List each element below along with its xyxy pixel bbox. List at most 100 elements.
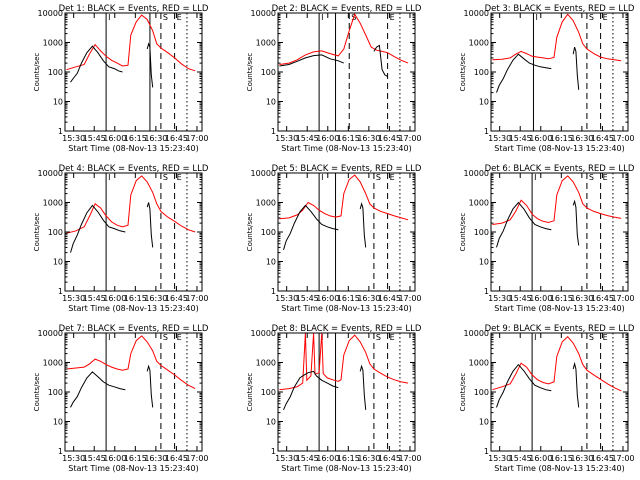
y-tick-label: 10000	[251, 329, 276, 338]
y-tick-label: 100	[48, 228, 63, 237]
x-axis-label: Start Time (08-Nov-13 15:23:40)	[68, 144, 198, 153]
x-tick-label: 16:00	[529, 134, 552, 143]
x-tick-label: 15:45	[296, 134, 319, 143]
time-marker-label: S	[163, 13, 168, 22]
y-tick-label: 10000	[38, 169, 63, 178]
y-axis-label: Counts/sec	[459, 373, 467, 412]
x-tick-label: 15:45	[296, 454, 319, 463]
time-marker-label: E	[177, 173, 182, 182]
x-tick-label: 16:30	[570, 134, 593, 143]
events-series-line	[146, 202, 154, 248]
x-tick-label: 15:30	[488, 294, 511, 303]
x-tick-label: 16:15	[550, 294, 573, 303]
y-tick-label: 100	[48, 68, 63, 77]
x-tick-label: 15:30	[62, 294, 85, 303]
y-tick-label: 1000	[256, 359, 276, 368]
lld-series-line	[492, 335, 622, 392]
time-marker-label: S	[163, 173, 168, 182]
y-tick-label: 1	[484, 127, 489, 136]
y-tick-label: 10000	[464, 9, 489, 18]
y-tick-label: 1	[58, 447, 63, 456]
x-tick-label: 17:00	[185, 454, 208, 463]
x-tick-label: 16:00	[316, 294, 339, 303]
y-tick-label: 1	[271, 287, 276, 296]
lld-series-line	[492, 13, 622, 62]
y-tick-label: 10000	[464, 329, 489, 338]
y-tick-label: 10	[53, 418, 63, 427]
y-axis-label: Counts/sec	[33, 213, 41, 252]
x-tick-label: 16:45	[378, 454, 401, 463]
y-tick-label: 10000	[38, 329, 63, 338]
time-marker-label: E	[603, 13, 608, 22]
x-tick-label: 15:30	[62, 454, 85, 463]
y-axis-label: Counts/sec	[33, 373, 41, 412]
panel-title: Det 7: BLACK = Events, RED = LLD	[59, 324, 209, 334]
events-series-line	[359, 202, 367, 248]
y-tick-label: 100	[261, 388, 276, 397]
x-tick-label: 16:30	[144, 454, 167, 463]
time-marker-label: I	[534, 333, 536, 342]
events-series-line	[70, 204, 126, 253]
x-axis-label: Start Time (08-Nov-13 15:23:40)	[494, 464, 624, 473]
x-tick-label: 15:30	[62, 134, 85, 143]
x-tick-label: 16:30	[144, 134, 167, 143]
time-marker-label: I	[108, 173, 110, 182]
events-series-line	[283, 370, 339, 411]
y-tick-label: 100	[261, 68, 276, 77]
y-tick-label: 1000	[43, 39, 63, 48]
y-tick-label: 1	[484, 287, 489, 296]
x-tick-label: 16:00	[316, 134, 339, 143]
y-tick-label: 100	[474, 388, 489, 397]
x-tick-label: 16:00	[529, 454, 552, 463]
x-tick-label: 17:00	[185, 294, 208, 303]
events-series-line	[279, 54, 344, 67]
time-marker-label: I	[321, 13, 323, 22]
y-tick-label: 10000	[38, 9, 63, 18]
lld-series-line	[279, 333, 409, 391]
x-axis-label: Start Time (08-Nov-13 15:23:40)	[68, 464, 198, 473]
time-marker-label: I	[535, 13, 537, 22]
y-tick-label: 10	[266, 418, 276, 427]
time-marker-label: S	[589, 333, 594, 342]
time-marker-label: I	[108, 333, 110, 342]
panel-title: Det 6: BLACK = Events, RED = LLD	[485, 164, 635, 174]
x-tick-label: 16:45	[591, 294, 614, 303]
x-tick-label: 16:00	[316, 454, 339, 463]
x-axis-label: Start Time (08-Nov-13 15:23:40)	[494, 144, 624, 153]
time-marker-label: E	[177, 13, 182, 22]
events-series-line	[572, 199, 580, 246]
x-tick-label: 16:30	[570, 294, 593, 303]
time-marker-label: E	[177, 333, 182, 342]
lld-series-line	[279, 13, 409, 65]
y-axis-label: Counts/sec	[246, 373, 254, 412]
time-marker-label: E	[390, 333, 395, 342]
time-marker-label: E	[603, 173, 608, 182]
x-tick-label: 16:00	[103, 294, 126, 303]
y-tick-label: 10	[266, 258, 276, 267]
events-series-line	[572, 361, 580, 408]
y-axis-label: Counts/sec	[459, 213, 467, 252]
x-axis-label: Start Time (08-Nov-13 15:23:40)	[494, 304, 624, 313]
x-tick-label: 15:30	[275, 134, 298, 143]
y-tick-label: 10	[479, 98, 489, 107]
x-tick-label: 16:15	[124, 134, 147, 143]
y-tick-label: 1000	[43, 359, 63, 368]
x-tick-label: 15:30	[275, 454, 298, 463]
y-tick-label: 1000	[469, 199, 489, 208]
x-tick-label: 15:45	[83, 294, 106, 303]
y-tick-label: 10	[53, 258, 63, 267]
y-tick-label: 10	[479, 418, 489, 427]
events-series-line	[146, 364, 154, 408]
time-marker-label: S	[589, 173, 594, 182]
x-axis-label: Start Time (08-Nov-13 15:23:40)	[68, 304, 198, 313]
lld-series-line	[66, 335, 196, 390]
x-tick-label: 16:45	[591, 134, 614, 143]
panel-title: Det 2: BLACK = Events, RED = LLD	[272, 4, 422, 14]
panel-title: Det 4: BLACK = Events, RED = LLD	[59, 164, 209, 174]
time-marker-label: E	[390, 173, 395, 182]
x-tick-label: 17:00	[611, 454, 634, 463]
